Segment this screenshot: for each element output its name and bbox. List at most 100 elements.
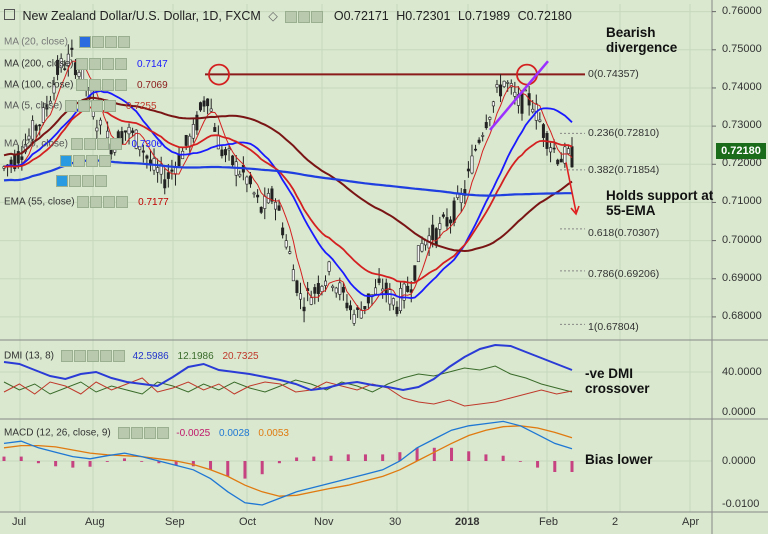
candle-body bbox=[273, 201, 277, 210]
collapse-icon[interactable] bbox=[4, 9, 15, 20]
candle-body bbox=[566, 148, 570, 154]
settings-box-icon[interactable] bbox=[91, 36, 104, 48]
dmi-legend[interactable]: DMI (13, 8) 42.5986 12.1986 20.7325 bbox=[4, 350, 259, 362]
ma-legend-1[interactable]: MA (200, close) 0.7147 bbox=[4, 58, 168, 70]
close-box-icon[interactable] bbox=[91, 100, 104, 112]
bias-lower-annotation: Bias lower bbox=[585, 452, 653, 467]
candle-body bbox=[220, 149, 224, 157]
add-box-icon[interactable] bbox=[156, 427, 169, 439]
candle-body bbox=[277, 205, 281, 211]
macd-histogram-bar bbox=[398, 452, 402, 461]
divergence-line bbox=[489, 60, 549, 131]
eye-icon[interactable] bbox=[56, 175, 68, 187]
ma-legend-5[interactable] bbox=[60, 155, 112, 167]
eye-icon[interactable] bbox=[78, 36, 91, 48]
settings-box-icon[interactable] bbox=[69, 175, 81, 187]
ma100-line bbox=[3, 96, 573, 253]
macd-histogram-bar bbox=[381, 454, 385, 461]
candle-body bbox=[248, 175, 252, 185]
close-box-icon[interactable] bbox=[103, 196, 116, 208]
candle-body bbox=[431, 224, 435, 241]
add-box-icon[interactable] bbox=[115, 79, 128, 91]
more-box-icon[interactable] bbox=[112, 350, 125, 362]
current-price-badge: 0.72180 bbox=[716, 143, 766, 159]
candle-body bbox=[209, 108, 213, 112]
candle-body bbox=[56, 59, 60, 75]
macd-title: MACD (12, 26, close, 9) bbox=[4, 427, 111, 439]
close-box-icon[interactable] bbox=[82, 175, 94, 187]
settings-box-icon[interactable] bbox=[130, 427, 143, 439]
close-box-icon[interactable] bbox=[143, 427, 156, 439]
eye-icon[interactable] bbox=[77, 196, 90, 208]
candle-body bbox=[470, 155, 474, 174]
price-axis-label: 0.75000 bbox=[722, 42, 762, 55]
settings-icon[interactable]: ◇ bbox=[268, 9, 278, 23]
candle-body bbox=[438, 223, 442, 230]
macd-histogram-bar bbox=[226, 461, 230, 477]
candle-body bbox=[320, 286, 324, 292]
add-box-icon[interactable] bbox=[117, 36, 130, 48]
close-box-icon[interactable] bbox=[311, 10, 324, 23]
settings-box-icon[interactable] bbox=[73, 350, 86, 362]
eye-icon[interactable] bbox=[70, 138, 83, 150]
ma-legend-7[interactable]: EMA (55, close) 0.7177 bbox=[4, 196, 169, 208]
settings-box-icon[interactable] bbox=[89, 79, 102, 91]
close-box-icon[interactable] bbox=[86, 155, 98, 167]
macd-legend[interactable]: MACD (12, 26, close, 9) -0.0025 0.0028 0… bbox=[4, 427, 289, 439]
add-box-icon[interactable] bbox=[115, 58, 128, 70]
annotation-line: -ve DMI bbox=[585, 366, 634, 381]
settings-box-icon[interactable] bbox=[83, 138, 96, 150]
candle-body bbox=[223, 149, 227, 156]
macd-histogram-bar bbox=[484, 454, 488, 461]
ma-legend-2[interactable]: MA (100, close) 0.7069 bbox=[4, 79, 168, 91]
ma-legend-3[interactable]: MA (5, close) 0.7255 bbox=[4, 100, 157, 112]
ma-legend-6[interactable] bbox=[56, 175, 108, 187]
candle-body bbox=[48, 100, 52, 104]
candle-body bbox=[198, 102, 202, 111]
close-box-icon[interactable] bbox=[86, 350, 99, 362]
eye-icon[interactable] bbox=[65, 100, 78, 112]
settings-box-icon[interactable] bbox=[89, 58, 102, 70]
ma-legend-label: EMA (55, close) bbox=[4, 196, 75, 208]
settings-box-icon[interactable] bbox=[90, 196, 103, 208]
eye-icon[interactable] bbox=[117, 427, 130, 439]
macd-histogram-bar bbox=[209, 461, 213, 470]
settings-box-icon[interactable] bbox=[78, 100, 91, 112]
add-box-icon[interactable] bbox=[116, 196, 129, 208]
ma-legend-4[interactable]: MA (20, close) 0.7306 bbox=[4, 138, 162, 150]
macd-histogram-bar bbox=[36, 461, 40, 464]
price-axis-label: 0.68000 bbox=[722, 309, 762, 322]
dmi-adx-line bbox=[3, 343, 573, 392]
candle-body bbox=[559, 158, 563, 163]
price-axis-label: 0.74000 bbox=[722, 80, 762, 93]
eye-icon[interactable] bbox=[285, 10, 298, 23]
ma-legend-0[interactable]: MA (20, close) bbox=[4, 36, 131, 48]
close-box-icon[interactable] bbox=[104, 36, 117, 48]
eye-icon[interactable] bbox=[76, 58, 89, 70]
candle-body bbox=[202, 100, 206, 107]
eye-icon[interactable] bbox=[60, 155, 72, 167]
time-axis-label: Nov bbox=[314, 516, 334, 528]
dmi-axis-label: 40.0000 bbox=[722, 366, 762, 378]
add-box-icon[interactable] bbox=[99, 350, 112, 362]
candle-body bbox=[166, 172, 170, 179]
candle-body bbox=[327, 261, 331, 272]
settings-box-icon[interactable] bbox=[298, 10, 311, 23]
add-box-icon[interactable] bbox=[99, 155, 111, 167]
add-box-icon[interactable] bbox=[109, 138, 122, 150]
eye-icon[interactable] bbox=[60, 350, 73, 362]
add-box-icon[interactable] bbox=[104, 100, 117, 112]
eye-icon[interactable] bbox=[76, 79, 89, 91]
close-box-icon[interactable] bbox=[96, 138, 109, 150]
fib-label-2: 0.382(0.71854) bbox=[588, 164, 660, 176]
candle-body bbox=[284, 240, 288, 248]
add-box-icon[interactable] bbox=[95, 175, 107, 187]
candle-body bbox=[195, 114, 199, 131]
candle-body bbox=[216, 134, 220, 150]
close-box-icon[interactable] bbox=[102, 58, 115, 70]
settings-box-icon[interactable] bbox=[73, 155, 85, 167]
candle-body bbox=[506, 82, 510, 84]
close-box-icon[interactable] bbox=[102, 79, 115, 91]
macd-histogram-bar bbox=[243, 461, 247, 479]
